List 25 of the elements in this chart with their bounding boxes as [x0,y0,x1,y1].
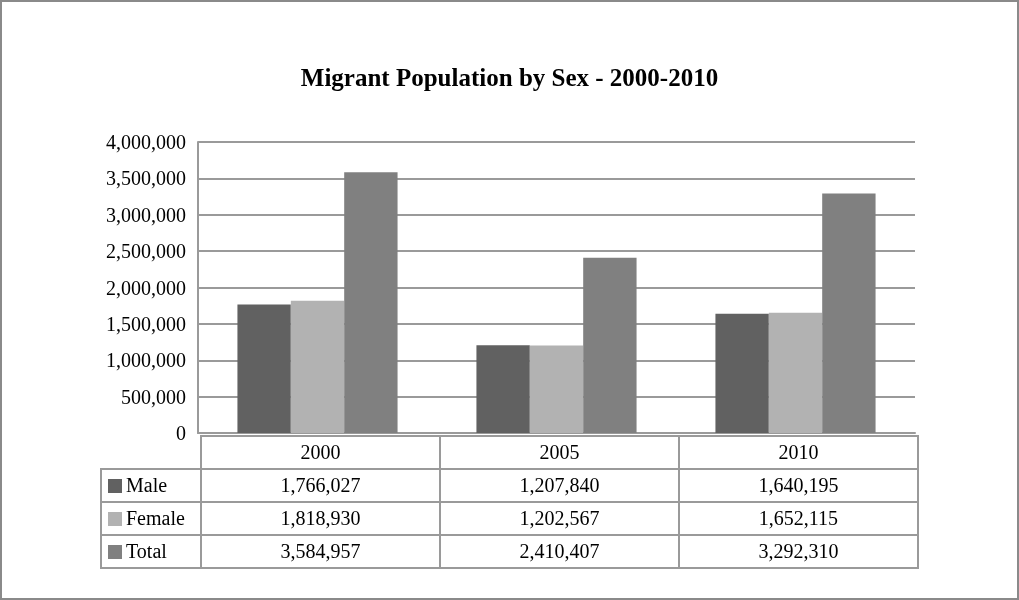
y-tick-label: 1,000,000 [106,349,186,372]
data-label: 2,410,407 [440,535,679,568]
y-tick-label: 4,000,000 [106,131,186,153]
data-label: 1,640,195 [679,469,918,502]
data-label: 1,766,027 [201,469,440,502]
y-tick-label: 2,500,000 [106,240,186,263]
data-label: 3,584,957 [201,535,440,568]
y-tick-label: 0 [176,422,186,444]
y-tick-label: 1,500,000 [106,312,186,335]
x-tick-label: 2005 [440,436,679,469]
data-label: 1,202,567 [440,502,679,535]
y-tick-label: 500,000 [121,385,186,408]
data-label: 1,818,930 [201,502,440,535]
y-tick-label: 3,000,000 [106,203,186,226]
y-tick-label: 2,000,000 [106,276,186,299]
x-tick-label: 2010 [679,436,918,469]
legend-label: Female [101,502,201,535]
chart-title: Migrant Population by Sex - 2000-2010 [300,64,719,91]
legend-label: Total [101,535,201,568]
y-tick-label: 3,500,000 [106,167,186,190]
x-tick-label: 2000 [201,436,440,469]
data-label: 1,652,115 [679,502,918,535]
data-label: 1,207,840 [440,469,679,502]
legend-label: Male [101,469,201,502]
data-label: 3,292,310 [679,535,918,568]
